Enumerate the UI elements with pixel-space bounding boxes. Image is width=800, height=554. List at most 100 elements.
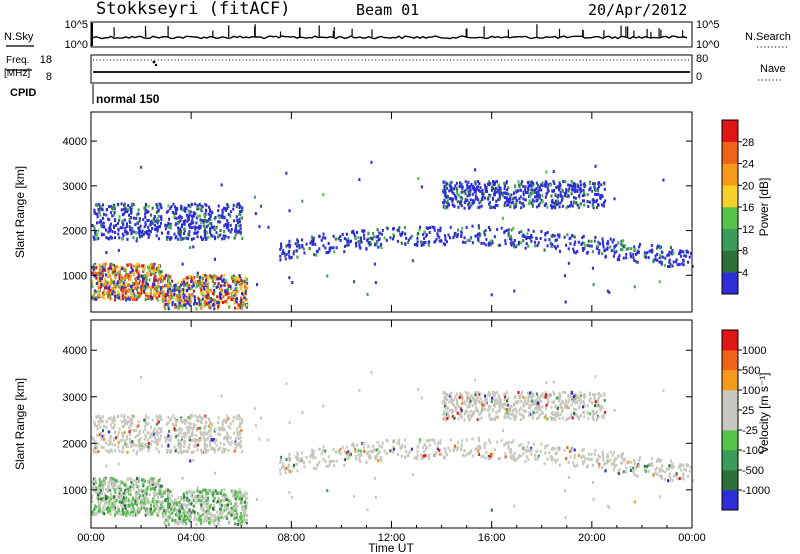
power-cell [183, 228, 186, 231]
power-cell [142, 264, 145, 268]
power-cell [571, 188, 574, 192]
velocity-cell [659, 474, 662, 478]
power-cell [168, 287, 171, 291]
power-cell [491, 239, 494, 243]
power-cell [124, 210, 127, 214]
velocity-cell [174, 417, 177, 421]
velocity-cell [565, 457, 568, 461]
power-cell [131, 294, 134, 298]
power-cell [409, 236, 412, 240]
velocity-cell [91, 436, 94, 440]
power-cell [214, 215, 217, 219]
power-cell [574, 251, 577, 255]
power-cell [132, 216, 135, 220]
velocity-cell [210, 434, 213, 438]
velocity-cell [483, 443, 486, 447]
power-cell [373, 262, 376, 266]
power-cell [598, 249, 601, 253]
velocity-cell [116, 486, 119, 489]
velocity-cell [345, 451, 348, 455]
velocity-cell [609, 458, 612, 462]
power-cell [129, 278, 132, 282]
power-cell [452, 197, 455, 201]
power-cell [168, 290, 171, 294]
velocity-cell [305, 455, 308, 459]
power-cell [95, 276, 98, 280]
velocity-cell [104, 479, 107, 483]
velocity-cell [166, 505, 169, 509]
velocity-cell [100, 491, 103, 495]
velocity-cell [363, 442, 366, 446]
power-cell [492, 187, 495, 190]
power-cell [396, 239, 399, 243]
velocity-cell [107, 508, 110, 512]
velocity-cell [224, 435, 227, 439]
power-cell [199, 275, 202, 279]
power-cell [583, 193, 586, 197]
velocity-cell [196, 419, 199, 423]
power-cell [294, 242, 297, 246]
velocity-cell [97, 450, 100, 453]
velocity-cell [526, 449, 529, 453]
power-cell [199, 226, 202, 230]
power-cell [150, 213, 153, 217]
power-cell [668, 250, 671, 254]
power-cell [158, 277, 161, 281]
velocity-cell [175, 429, 178, 432]
velocity-cell [416, 453, 419, 457]
power-cell [199, 214, 202, 218]
velocity-cell [439, 439, 442, 443]
power-cell [202, 274, 205, 278]
power-cell [214, 235, 217, 239]
power-cell [114, 267, 117, 271]
power-cell [243, 293, 246, 297]
velocity-cell [230, 422, 233, 426]
velocity-cell [223, 418, 226, 422]
power-cell [134, 277, 137, 281]
power-cell [116, 271, 119, 275]
velocity-cell [622, 452, 625, 456]
power-cell [611, 240, 614, 244]
power-cell [509, 241, 512, 245]
velocity-cell [117, 445, 120, 449]
velocity-cell [132, 504, 135, 508]
power-cell [529, 180, 532, 184]
power-cell [215, 285, 218, 289]
velocity-cell [396, 441, 399, 445]
power-cell [439, 229, 442, 233]
power-cell [163, 276, 166, 280]
power-cell [180, 283, 183, 287]
velocity-cell [134, 509, 137, 513]
power-cell [181, 208, 184, 212]
power-cell [444, 205, 447, 209]
velocity-cell [171, 511, 174, 515]
velocity-cell [202, 506, 205, 510]
power-cell [106, 290, 109, 294]
velocity-cell [235, 492, 238, 496]
velocity-cell [207, 448, 210, 452]
power-cell [153, 287, 156, 291]
velocity-cell [241, 418, 244, 421]
power-cell [130, 284, 133, 288]
power-cell [154, 278, 157, 282]
power-cell [381, 228, 384, 232]
velocity-cell [615, 463, 618, 467]
power-cell [343, 250, 346, 254]
power-cell [112, 291, 115, 295]
power-cell [489, 228, 492, 232]
velocity-cell [651, 462, 654, 465]
velocity-cell [223, 428, 226, 432]
power-cell [429, 226, 432, 230]
power-cell [195, 216, 198, 220]
velocity-cell [140, 489, 143, 493]
power-cell [567, 183, 570, 187]
velocity-cell [132, 443, 135, 447]
power-cell [218, 216, 221, 220]
power-cell [577, 205, 580, 209]
power-cell [226, 203, 229, 206]
power-cell [484, 229, 487, 233]
velocity-cell [509, 450, 512, 454]
power-cell [205, 209, 208, 213]
velocity-cell [241, 505, 244, 509]
velocity-cell [573, 464, 576, 467]
